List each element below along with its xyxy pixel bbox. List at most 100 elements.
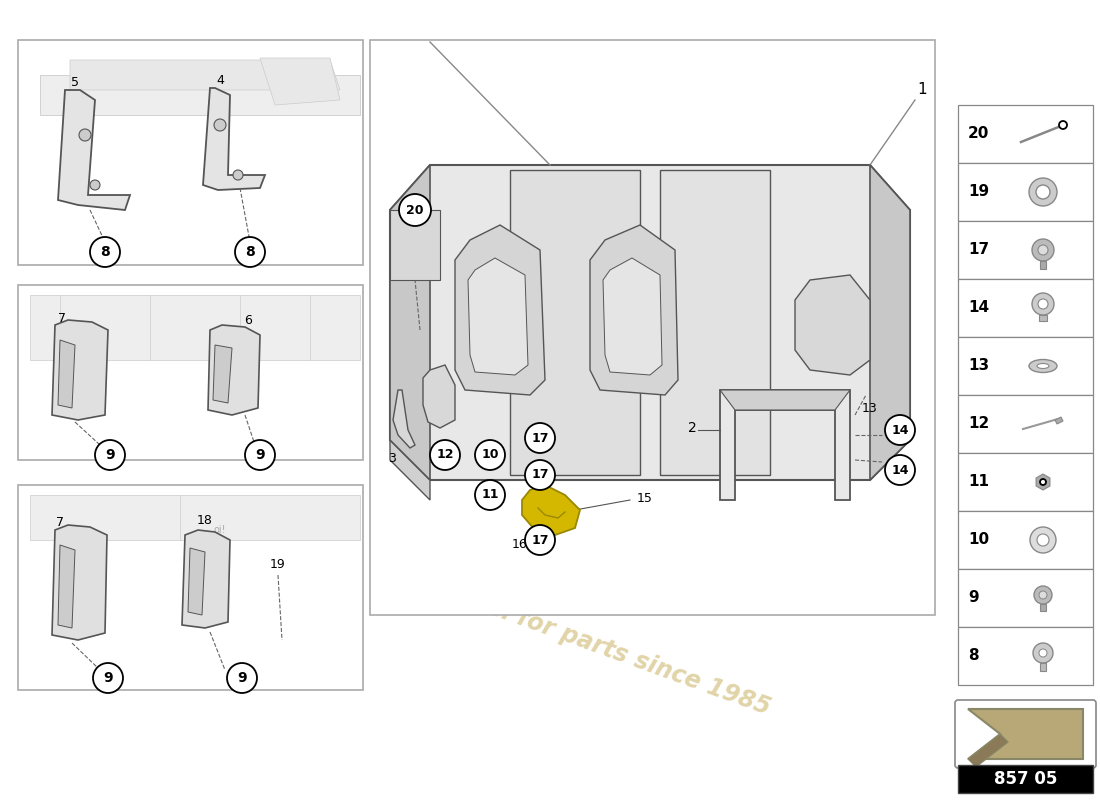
Text: 10: 10 xyxy=(968,533,989,547)
Polygon shape xyxy=(510,170,640,475)
Text: 17: 17 xyxy=(531,534,549,546)
Text: 11: 11 xyxy=(968,474,989,490)
Polygon shape xyxy=(30,495,360,540)
Polygon shape xyxy=(590,225,678,395)
Polygon shape xyxy=(260,58,340,105)
Polygon shape xyxy=(1036,474,1049,490)
FancyBboxPatch shape xyxy=(955,700,1096,768)
Bar xyxy=(958,627,1093,685)
Circle shape xyxy=(94,663,123,693)
Text: 9: 9 xyxy=(103,671,113,685)
Text: 3: 3 xyxy=(388,451,396,465)
Polygon shape xyxy=(52,320,108,420)
Circle shape xyxy=(214,119,225,131)
Polygon shape xyxy=(522,485,580,535)
Circle shape xyxy=(1034,586,1052,604)
Text: 17: 17 xyxy=(531,469,549,482)
Polygon shape xyxy=(58,90,130,210)
Polygon shape xyxy=(720,390,850,410)
Text: 8: 8 xyxy=(968,649,979,663)
Circle shape xyxy=(525,525,556,555)
Polygon shape xyxy=(40,75,360,115)
Circle shape xyxy=(430,440,460,470)
Circle shape xyxy=(1040,591,1047,599)
Polygon shape xyxy=(30,295,360,360)
Circle shape xyxy=(525,460,556,490)
Circle shape xyxy=(1038,299,1048,309)
Circle shape xyxy=(475,480,505,510)
Circle shape xyxy=(245,440,275,470)
Bar xyxy=(958,105,1093,163)
Text: 6: 6 xyxy=(244,314,252,326)
Text: 9: 9 xyxy=(968,590,979,606)
Text: 20: 20 xyxy=(406,203,424,217)
Circle shape xyxy=(95,440,125,470)
Polygon shape xyxy=(603,258,662,375)
Bar xyxy=(958,279,1093,337)
Polygon shape xyxy=(455,225,544,395)
Circle shape xyxy=(1032,239,1054,261)
Circle shape xyxy=(1033,643,1053,663)
Text: 2: 2 xyxy=(688,421,696,435)
Circle shape xyxy=(233,170,243,180)
Bar xyxy=(18,485,363,690)
Text: 4: 4 xyxy=(216,74,224,86)
Circle shape xyxy=(1032,293,1054,315)
Text: 19: 19 xyxy=(271,558,286,571)
Text: 20: 20 xyxy=(968,126,989,142)
Bar xyxy=(1040,663,1046,671)
Circle shape xyxy=(79,129,91,141)
Bar xyxy=(370,40,935,615)
Circle shape xyxy=(1040,649,1047,657)
Text: 15: 15 xyxy=(637,491,653,505)
Text: 5: 5 xyxy=(72,75,79,89)
Polygon shape xyxy=(188,548,205,615)
Circle shape xyxy=(525,423,556,453)
Circle shape xyxy=(886,415,915,445)
Text: 19: 19 xyxy=(968,185,989,199)
Text: 9: 9 xyxy=(238,671,246,685)
Circle shape xyxy=(227,663,257,693)
Polygon shape xyxy=(58,545,75,628)
Polygon shape xyxy=(52,525,107,640)
Polygon shape xyxy=(660,170,770,475)
Circle shape xyxy=(1038,245,1048,255)
Text: 16: 16 xyxy=(513,538,528,551)
Polygon shape xyxy=(968,709,1084,759)
Circle shape xyxy=(1037,534,1049,546)
Bar xyxy=(958,337,1093,395)
Bar xyxy=(958,569,1093,627)
Bar xyxy=(1040,604,1046,611)
Ellipse shape xyxy=(1028,359,1057,373)
Bar xyxy=(958,395,1093,453)
Polygon shape xyxy=(390,210,440,280)
Polygon shape xyxy=(182,530,230,628)
Circle shape xyxy=(886,455,915,485)
Circle shape xyxy=(399,194,431,226)
Text: 13: 13 xyxy=(968,358,989,374)
Text: 14: 14 xyxy=(891,463,909,477)
Text: a passion for parts since 1985: a passion for parts since 1985 xyxy=(387,560,773,720)
Circle shape xyxy=(475,440,505,470)
Bar xyxy=(958,163,1093,221)
Polygon shape xyxy=(213,345,232,403)
Text: 17: 17 xyxy=(531,431,549,445)
Bar xyxy=(1040,261,1046,269)
Text: 12: 12 xyxy=(437,449,453,462)
Bar xyxy=(958,511,1093,569)
Polygon shape xyxy=(720,390,850,500)
Bar xyxy=(1040,315,1047,321)
Polygon shape xyxy=(390,165,910,480)
Polygon shape xyxy=(390,165,430,480)
Text: oi!: oi! xyxy=(213,525,227,535)
Text: 10: 10 xyxy=(482,449,498,462)
Text: 12: 12 xyxy=(968,417,989,431)
Text: 857 05: 857 05 xyxy=(993,770,1057,788)
Bar xyxy=(958,221,1093,279)
Bar xyxy=(18,40,363,265)
Polygon shape xyxy=(795,275,870,375)
Circle shape xyxy=(1040,479,1046,485)
Text: 18: 18 xyxy=(197,514,213,526)
Text: 7: 7 xyxy=(58,311,66,325)
Bar xyxy=(958,765,1093,793)
